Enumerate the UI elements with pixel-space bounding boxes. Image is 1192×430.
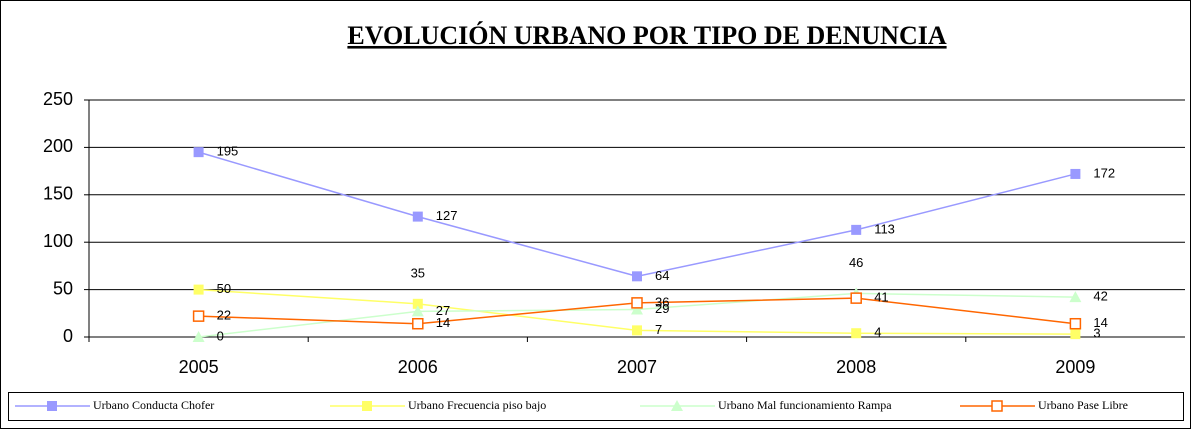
data-point xyxy=(412,317,424,330)
data-point xyxy=(193,147,204,158)
y-tick-label: 100 xyxy=(43,231,73,251)
data-label: 195 xyxy=(217,144,239,159)
data-label: 46 xyxy=(849,255,863,270)
data-point xyxy=(1070,168,1081,179)
data-point xyxy=(1070,329,1081,340)
data-point xyxy=(412,211,423,222)
data-label: 113 xyxy=(874,221,895,236)
y-tick-label: 200 xyxy=(43,136,73,156)
legend-label: Urbano Frecuencia piso bajo xyxy=(408,398,546,412)
data-label: 7 xyxy=(655,322,662,337)
x-tick-label: 2005 xyxy=(179,357,219,377)
data-point xyxy=(851,224,862,235)
data-label: 0 xyxy=(217,328,224,343)
chart-title: EVOLUCIÓN URBANO POR TIPO DE DENUNCIA xyxy=(347,21,946,50)
data-label: 50 xyxy=(217,281,231,296)
data-point xyxy=(631,303,643,315)
legend-label: Urbano Mal funcionamiento Rampa xyxy=(718,398,892,412)
y-tick-label: 0 xyxy=(63,326,73,346)
x-tick-label: 2007 xyxy=(617,357,657,377)
data-point xyxy=(1069,317,1082,330)
data-point xyxy=(1069,291,1082,303)
data-point xyxy=(632,271,642,282)
data-label: 14 xyxy=(436,315,450,330)
y-tick-label: 150 xyxy=(43,184,73,204)
y-tick-label: 50 xyxy=(53,278,73,298)
data-point xyxy=(851,328,862,339)
data-label: 42 xyxy=(1093,289,1107,304)
data-label: 64 xyxy=(655,268,669,283)
legend-marker xyxy=(47,401,57,411)
data-label: 4 xyxy=(874,325,881,340)
data-label: 29 xyxy=(655,301,669,316)
data-label: 172 xyxy=(1093,165,1115,180)
x-tick-label: 2008 xyxy=(836,357,876,377)
data-label: 22 xyxy=(217,308,231,323)
data-label: 27 xyxy=(436,303,450,318)
data-point xyxy=(632,325,642,336)
legend-marker xyxy=(991,400,1003,412)
data-label: 36 xyxy=(655,294,669,309)
data-label: 3 xyxy=(1093,326,1100,341)
data-point xyxy=(412,298,423,309)
data-label: 127 xyxy=(436,208,458,223)
data-point xyxy=(411,305,424,317)
data-label: 35 xyxy=(411,265,425,280)
data-point xyxy=(193,284,204,295)
x-tick-label: 2006 xyxy=(398,357,438,377)
data-point xyxy=(192,331,205,342)
legend-label: Urbano Conducta Chofer xyxy=(93,398,214,412)
legend-label: Urbano Pase Libre xyxy=(1038,398,1128,412)
data-point xyxy=(850,292,862,304)
legend-marker xyxy=(671,400,683,411)
legend-marker xyxy=(362,401,372,411)
data-point xyxy=(192,310,205,322)
x-tick-label: 2009 xyxy=(1055,357,1095,377)
data-label: 41 xyxy=(874,290,888,305)
data-point xyxy=(631,297,643,309)
data-label: 14 xyxy=(1093,315,1107,330)
y-tick-label: 250 xyxy=(43,89,73,109)
